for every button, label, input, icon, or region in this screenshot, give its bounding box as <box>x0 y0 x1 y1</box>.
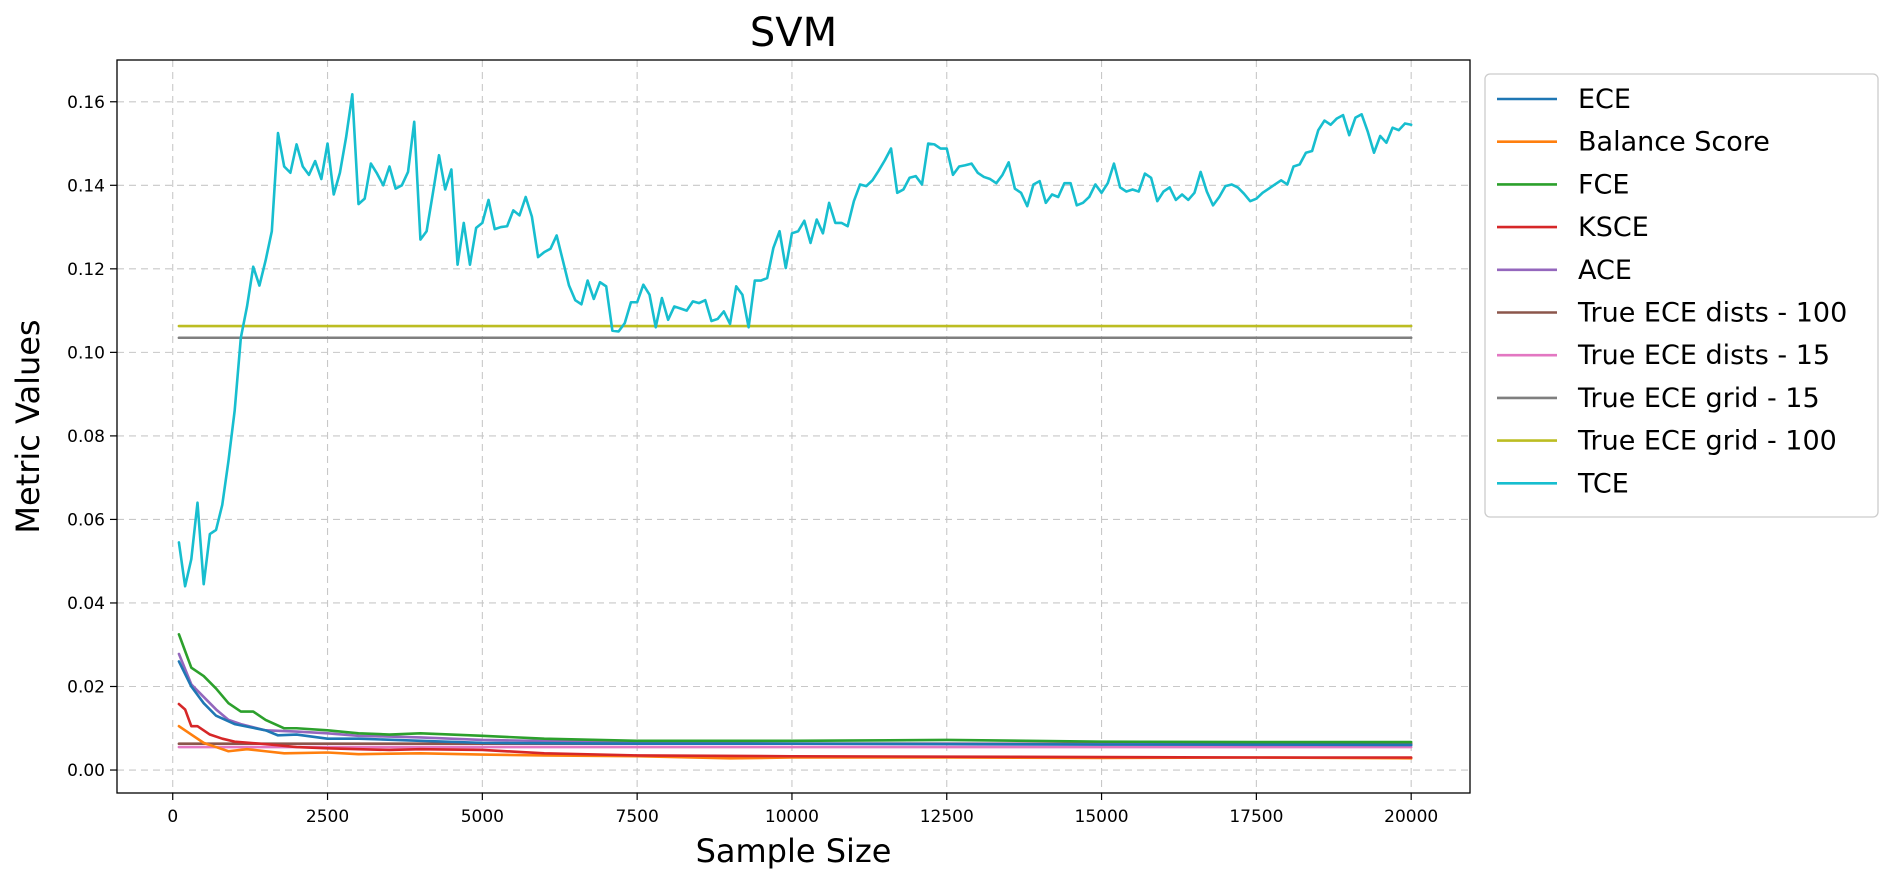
y-tick-label: 0.14 <box>67 176 105 196</box>
axis-ticks: 0 2500 5000 7500 10000 12500 15000 17500 20000 0.… <box>67 93 1438 827</box>
x-tick-label: 12500 <box>920 807 974 827</box>
x-tick-label: 17500 <box>1229 807 1283 827</box>
chart-title: SVM <box>750 10 837 56</box>
x-tick-label: 15000 <box>1075 807 1129 827</box>
legend-label: Balance Score <box>1578 127 1770 158</box>
x-tick-label: 2500 <box>306 807 349 827</box>
y-tick-label: 0.08 <box>67 427 105 447</box>
legend-item: TCE <box>1497 468 1629 499</box>
plot-frame <box>116 59 1471 794</box>
grid <box>117 60 1470 793</box>
x-tick-label: 10000 <box>765 807 819 827</box>
x-tick-label: 5000 <box>461 807 504 827</box>
legend: ECE Balance Score FCE KSCE ACE True ECE dists… <box>1484 73 1879 518</box>
series-line-tce <box>177 92 1413 588</box>
y-tick-label: 0.10 <box>67 343 105 363</box>
legend-label: True ECE dists - 15 <box>1577 340 1830 371</box>
legend-item: True ECE grid - 100 <box>1497 426 1837 457</box>
y-tick-label: 0.16 <box>67 93 105 113</box>
legend-item: Balance Score <box>1497 127 1770 158</box>
legend-item: True ECE grid - 15 <box>1497 383 1820 414</box>
y-tick-label: 0.12 <box>67 260 105 280</box>
x-axis-label: Sample Size <box>696 832 892 870</box>
x-tick-label: 20000 <box>1384 807 1438 827</box>
y-tick-label: 0.00 <box>67 761 105 781</box>
series-lines <box>177 92 1413 760</box>
x-tick-label: 0 <box>167 807 178 827</box>
x-tick-label: 7500 <box>616 807 659 827</box>
y-axis-label: Metric Values <box>9 319 47 533</box>
legend-item: True ECE dists - 15 <box>1497 340 1830 371</box>
legend-label: TCE <box>1577 468 1629 499</box>
legend-item: KSCE <box>1497 212 1649 243</box>
series-line-ksce <box>177 702 1413 759</box>
series-line-ece <box>177 660 1413 747</box>
legend-label: ACE <box>1578 255 1632 286</box>
legend-item: FCE <box>1497 169 1629 200</box>
y-tick-label: 0.02 <box>67 677 105 697</box>
legend-item: True ECE dists - 100 <box>1497 298 1847 329</box>
legend-box <box>1484 73 1879 518</box>
legend-label: True ECE grid - 100 <box>1577 426 1837 457</box>
legend-label: True ECE dists - 100 <box>1577 298 1847 329</box>
legend-label: KSCE <box>1578 212 1649 243</box>
legend-label: True ECE grid - 15 <box>1577 383 1820 414</box>
legend-item: ECE <box>1497 84 1631 115</box>
legend-item: ACE <box>1497 255 1632 286</box>
legend-label: FCE <box>1578 169 1629 200</box>
y-tick-label: 0.06 <box>67 510 105 530</box>
series-line-fce <box>177 632 1413 744</box>
legend-label: ECE <box>1578 84 1631 115</box>
y-tick-label: 0.04 <box>67 594 105 614</box>
